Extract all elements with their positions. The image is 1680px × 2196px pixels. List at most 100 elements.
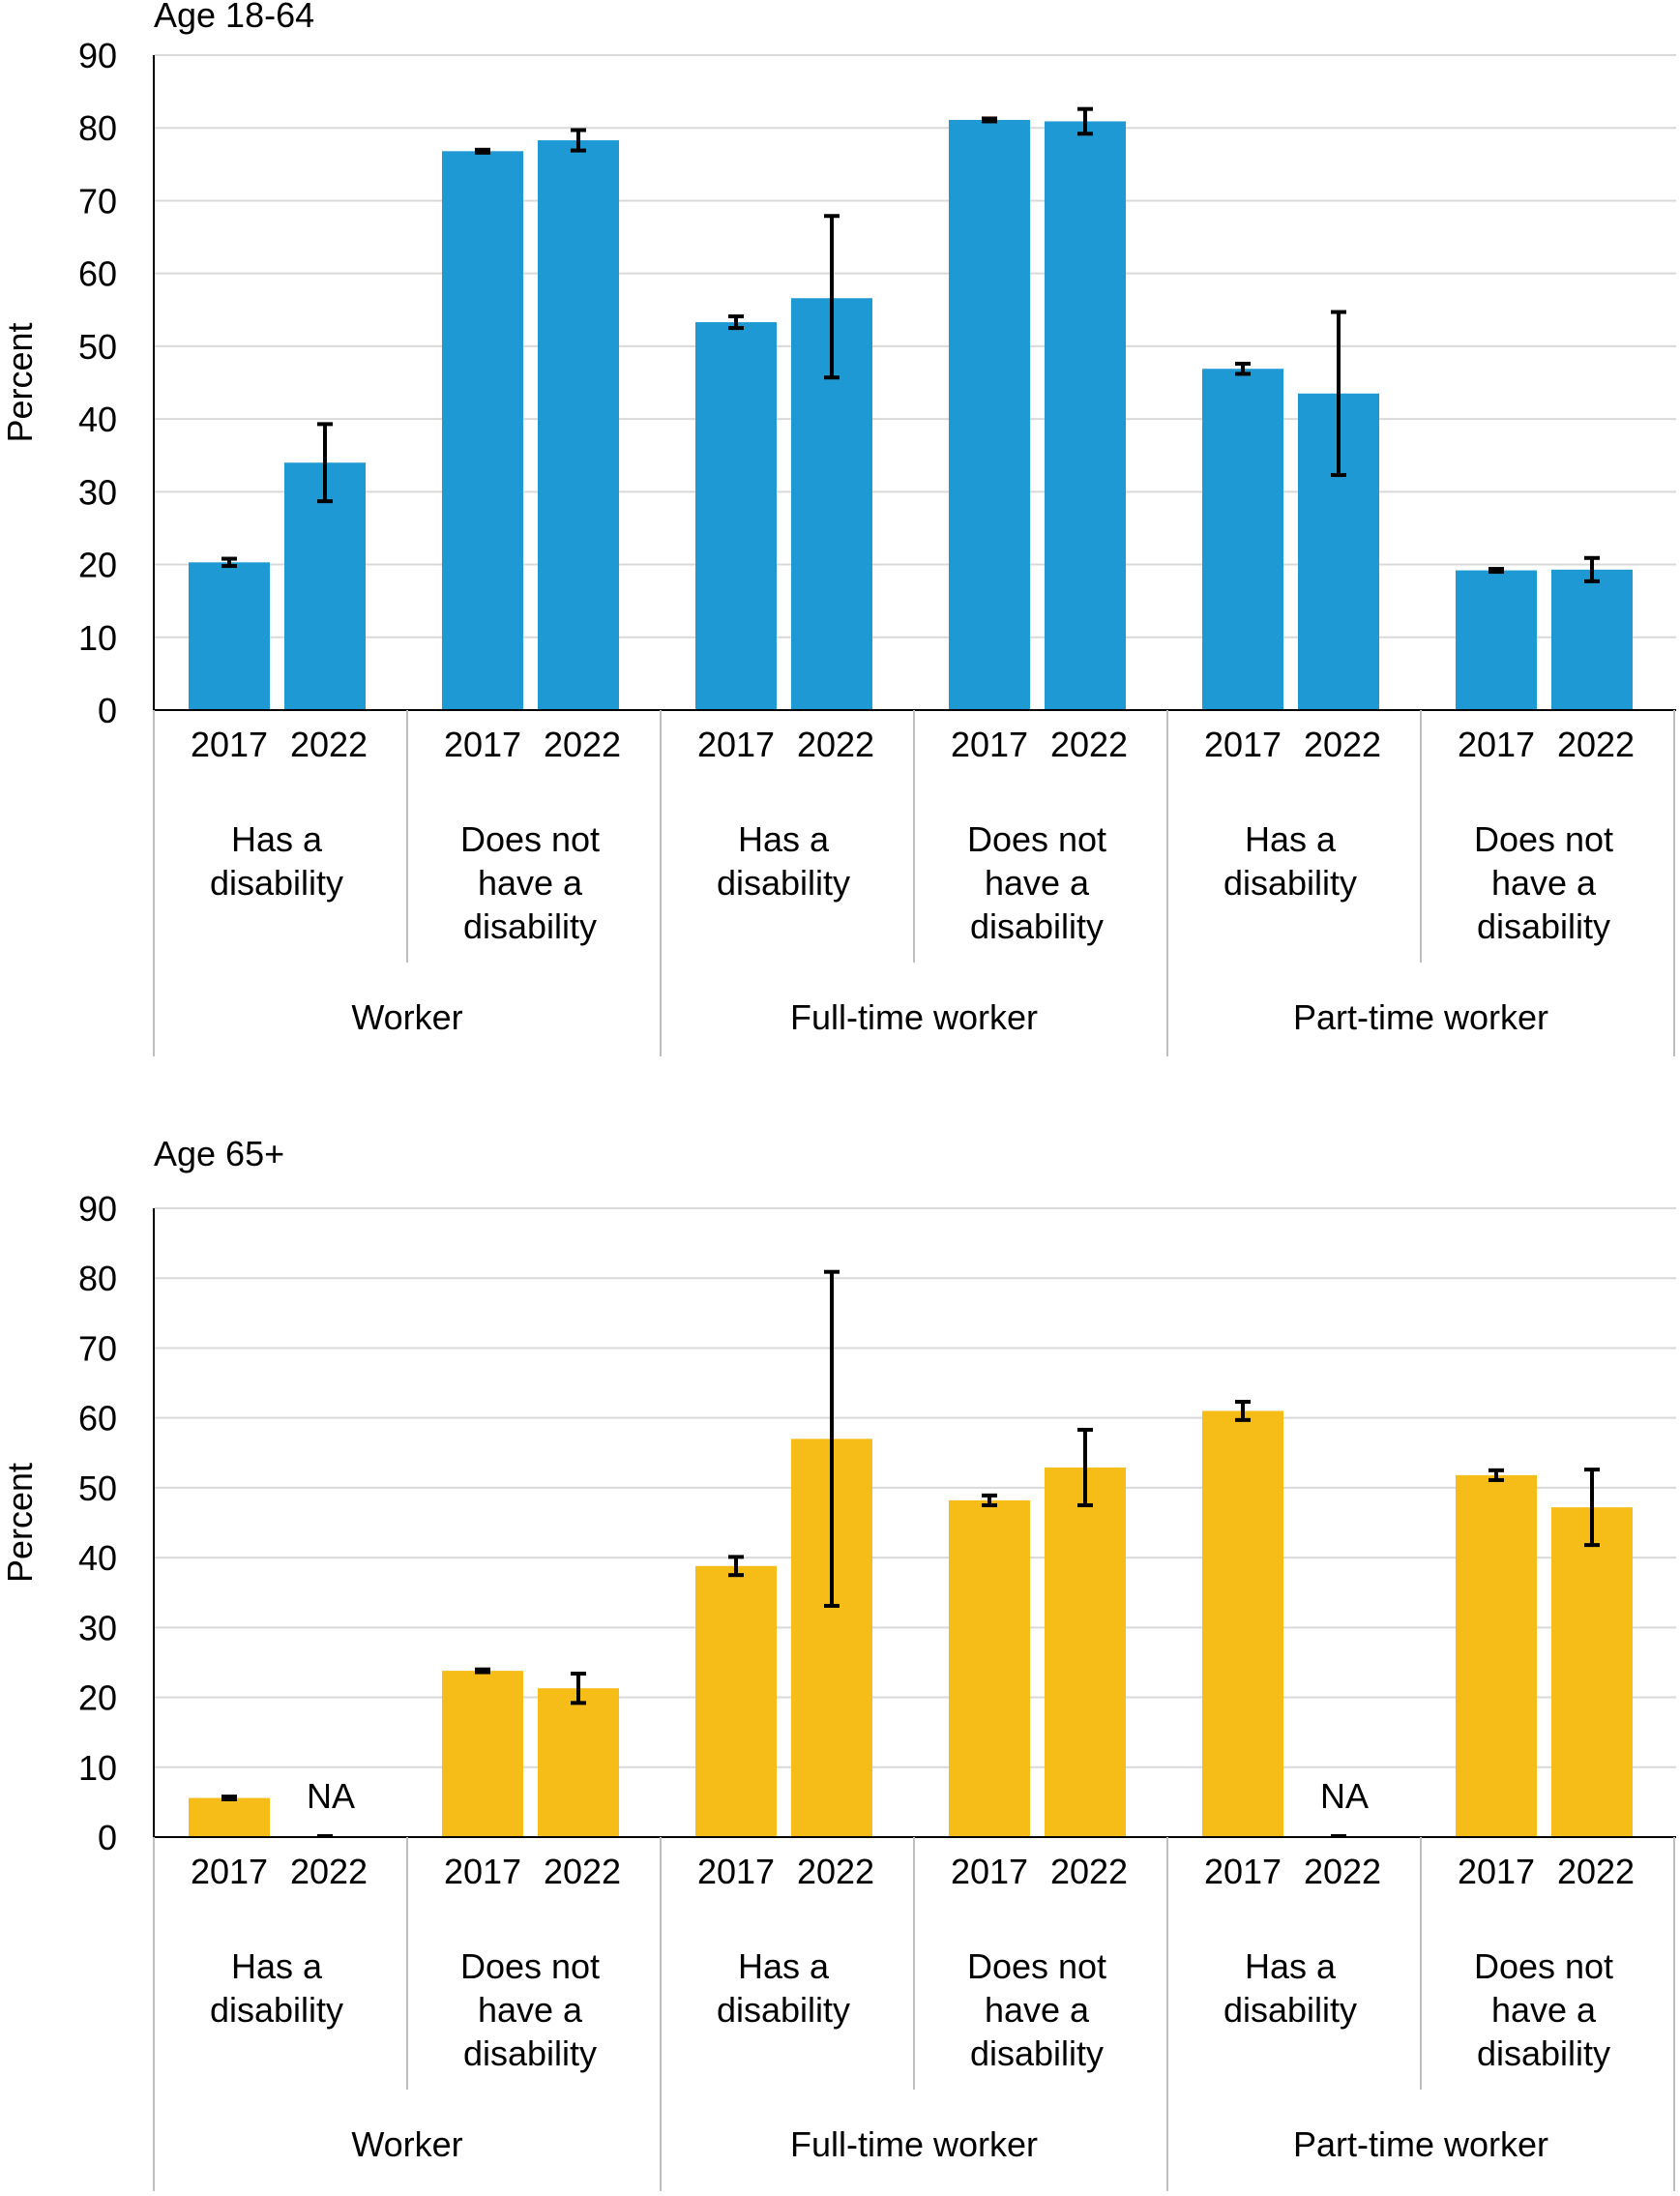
error-bar: [571, 128, 586, 153]
bar: [1045, 1467, 1126, 1837]
subcategory-label: Has a disability: [210, 1946, 343, 2030]
year-tick-label: 2022: [544, 725, 621, 764]
year-tick-label: 2017: [951, 725, 1028, 764]
year-tick-label: 2022: [544, 1852, 621, 1891]
year-tick-label: 2017: [191, 725, 268, 764]
error-bar: [1584, 555, 1600, 583]
subcategory-label: Does not have a disability: [460, 1946, 600, 2073]
bar: [1456, 1474, 1537, 1837]
error-bar: [1235, 1400, 1251, 1422]
bar: [442, 1671, 523, 1837]
error-bar: [221, 556, 237, 569]
panel-age-65-plus: Age 65+ 0 10 20 30 40 50 60 70 80 90 Percent NA NA 201…: [0, 1134, 1676, 2191]
year-tick-label: 2022: [290, 725, 368, 764]
y-tick-label: 10: [78, 1748, 117, 1788]
y-tick-label: 50: [78, 1469, 117, 1508]
year-tick-label: 2022: [797, 725, 874, 764]
category-label: Full-time worker: [790, 997, 1038, 1037]
bar: [1551, 569, 1633, 710]
bar: [442, 151, 523, 710]
error-bar: [728, 314, 744, 331]
y-tick-label: 70: [78, 1328, 117, 1368]
category-label: Part-time worker: [1293, 997, 1548, 1037]
error-bar: [824, 1269, 840, 1608]
subcategory-label: Has a disability: [1223, 819, 1357, 903]
bar: [1551, 1507, 1633, 1837]
bar: [1202, 369, 1283, 710]
error-bar: [317, 422, 333, 504]
year-tick-label: 2017: [697, 1852, 775, 1891]
year-tick-label: 2022: [1050, 725, 1128, 764]
error-bar: [475, 1667, 490, 1675]
year-tick-label: 2017: [444, 1852, 521, 1891]
year-tick-label: 2017: [191, 1852, 268, 1891]
error-bar: [1584, 1468, 1600, 1548]
panel-age-18-64: Age 18-64 0 10 20 30 40 50 60 70 80 90 Percent 2017 2…: [0, 0, 1676, 1056]
y-tick-label: 20: [78, 1678, 117, 1718]
year-tick-label: 2017: [697, 725, 775, 764]
y-tick-label: 90: [78, 1189, 117, 1229]
year-tick-label: 2017: [444, 725, 521, 764]
year-tick-label: 2017: [1458, 1852, 1535, 1891]
error-bar: [475, 147, 490, 155]
bar: [1202, 1410, 1283, 1837]
bar: [1456, 570, 1537, 710]
error-bar: [571, 1672, 586, 1706]
error-bar: [982, 116, 997, 124]
y-tick-label: 80: [78, 108, 117, 148]
y-tick-label: 40: [78, 400, 117, 439]
error-bar: [1077, 1427, 1093, 1507]
year-tick-label: 2017: [1204, 725, 1282, 764]
subcategory-label: Does not have a disability: [1474, 819, 1613, 946]
subcategory-label: Has a disability: [717, 1946, 850, 2030]
year-tick-label: 2017: [951, 1852, 1028, 1891]
year-tick-label: 2022: [1557, 1852, 1635, 1891]
error-bar: [982, 1493, 997, 1507]
bar: [695, 322, 777, 710]
bar: [189, 1797, 270, 1837]
y-tick-label: 50: [78, 327, 117, 367]
category-label: Worker: [351, 997, 462, 1037]
y-tick-label: 20: [78, 546, 117, 585]
error-bar: [1331, 310, 1346, 478]
subcategory-label: Does not have a disability: [1474, 1946, 1613, 2073]
bar: [538, 1688, 619, 1837]
subcategory-label: Has a disability: [1223, 1946, 1357, 2030]
category-label: Worker: [351, 2124, 462, 2164]
error-bar: [221, 1795, 237, 1801]
error-bar: [1235, 361, 1251, 376]
y-tick-label: 30: [78, 1608, 117, 1647]
bar: [1045, 121, 1126, 711]
error-bar: [824, 214, 840, 380]
year-tick-label: 2017: [1204, 1852, 1282, 1891]
chart-title: Age 65+: [154, 1134, 284, 1173]
bar: [284, 462, 366, 710]
year-tick-label: 2022: [1304, 1852, 1381, 1891]
y-tick-label: 0: [98, 1818, 117, 1857]
y-axis-label: Percent: [0, 1463, 40, 1583]
y-tick-label: 40: [78, 1538, 117, 1578]
year-tick-label: 2017: [1458, 725, 1535, 764]
error-bar: [728, 1555, 744, 1578]
subcategory-label: Has a disability: [210, 819, 343, 903]
subcategory-label: Does not have a disability: [967, 819, 1106, 946]
year-tick-label: 2022: [797, 1852, 874, 1891]
error-bar: [1488, 567, 1504, 575]
error-bar: [1077, 106, 1093, 136]
y-tick-label: 30: [78, 472, 117, 512]
na-label: NA: [1320, 1776, 1369, 1816]
category-label: Full-time worker: [790, 2124, 1038, 2164]
year-tick-label: 2022: [1304, 725, 1381, 764]
bar: [189, 562, 270, 710]
error-bar: [1488, 1468, 1504, 1482]
bar: [695, 1565, 777, 1837]
year-tick-label: 2022: [290, 1852, 368, 1891]
bar: [949, 119, 1030, 711]
subcategory-label: Does not have a disability: [460, 819, 600, 946]
year-tick-label: 2022: [1557, 725, 1635, 764]
na-label: NA: [307, 1776, 355, 1816]
y-tick-label: 0: [98, 691, 117, 730]
y-tick-label: 80: [78, 1259, 117, 1298]
y-tick-label: 10: [78, 618, 117, 658]
